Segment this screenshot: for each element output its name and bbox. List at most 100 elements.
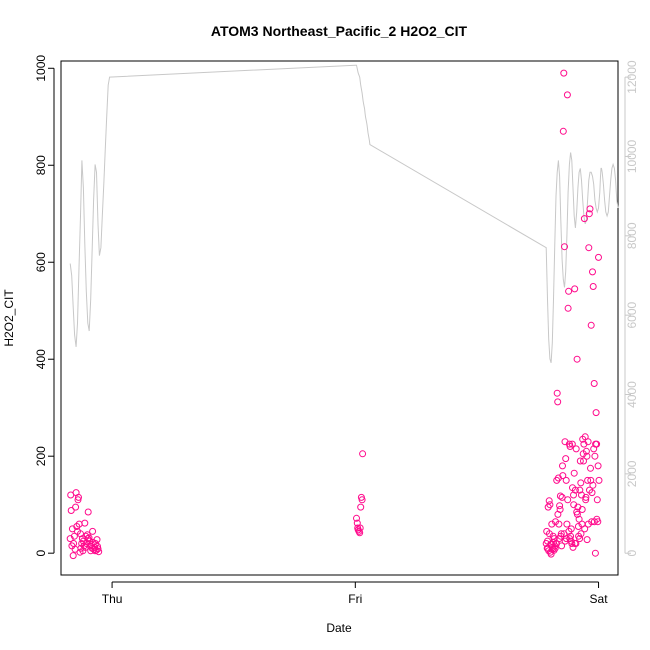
x-axis-label: Date bbox=[326, 621, 352, 635]
data-point bbox=[563, 91, 571, 99]
data-point bbox=[559, 127, 567, 135]
data-point bbox=[554, 398, 562, 406]
data-point bbox=[568, 540, 576, 547]
chart-title: ATOM3 Northeast_Pacific_2 H2O2_CIT bbox=[211, 23, 468, 39]
data-point bbox=[568, 440, 576, 448]
left-tick-label: 0 bbox=[34, 550, 48, 557]
data-point bbox=[85, 534, 93, 542]
left-tick-label: 400 bbox=[34, 349, 48, 369]
data-point bbox=[547, 541, 555, 548]
x-axis: Thu Fri Sat bbox=[102, 581, 609, 606]
x-tick-label: Sat bbox=[590, 592, 609, 606]
data-point bbox=[95, 548, 103, 556]
data-point bbox=[584, 520, 592, 528]
data-point bbox=[583, 536, 591, 544]
data-point bbox=[578, 506, 586, 513]
data-point bbox=[552, 518, 559, 526]
data-point bbox=[89, 527, 97, 535]
data-point bbox=[559, 472, 567, 480]
left-tick-label: 600 bbox=[34, 252, 48, 272]
data-point bbox=[589, 283, 597, 290]
data-point bbox=[75, 493, 82, 501]
data-point bbox=[558, 542, 566, 550]
data-point bbox=[553, 389, 561, 397]
data-point bbox=[73, 523, 81, 530]
data-point bbox=[72, 503, 80, 511]
data-point bbox=[94, 545, 102, 553]
data-point bbox=[573, 510, 581, 518]
data-point bbox=[594, 462, 602, 470]
data-point bbox=[359, 450, 367, 458]
data-point bbox=[356, 529, 364, 537]
right-tick-label: 4000 bbox=[625, 381, 639, 408]
data-point bbox=[567, 525, 575, 533]
data-point bbox=[550, 535, 558, 543]
data-point bbox=[545, 530, 553, 538]
data-point bbox=[592, 440, 600, 448]
right-tick-label: 0 bbox=[625, 550, 639, 557]
data-point bbox=[555, 535, 563, 543]
data-point bbox=[582, 496, 590, 504]
data-point bbox=[353, 514, 360, 522]
data-point bbox=[554, 510, 562, 518]
data-point bbox=[572, 445, 580, 453]
data-point bbox=[588, 489, 596, 497]
left-tick-label: 200 bbox=[34, 446, 48, 466]
data-point bbox=[559, 462, 566, 470]
data-point bbox=[575, 532, 583, 540]
data-point bbox=[564, 496, 572, 504]
data-point bbox=[70, 532, 78, 540]
data-point bbox=[81, 519, 89, 527]
h2o2-point-series bbox=[66, 69, 603, 560]
right-y-axis: 0 2000 4000 6000 8000 10000 12000 bbox=[624, 60, 639, 557]
data-point bbox=[577, 530, 585, 538]
data-point bbox=[356, 524, 364, 532]
data-point bbox=[587, 321, 595, 329]
data-point bbox=[562, 535, 570, 543]
x-tick-label: Fri bbox=[348, 592, 362, 606]
data-point bbox=[562, 476, 570, 484]
data-point bbox=[357, 503, 365, 511]
data-point bbox=[563, 520, 571, 528]
data-point bbox=[86, 537, 94, 545]
data-point bbox=[566, 443, 574, 450]
data-point bbox=[580, 457, 587, 465]
data-point bbox=[69, 552, 77, 560]
data-point bbox=[551, 544, 559, 552]
data-point bbox=[583, 452, 591, 460]
data-point bbox=[587, 476, 595, 484]
data-point bbox=[93, 536, 101, 544]
data-point bbox=[593, 515, 601, 523]
left-tick-label: 1000 bbox=[34, 55, 48, 82]
right-tick-label: 8000 bbox=[625, 222, 639, 249]
data-point bbox=[591, 452, 599, 460]
right-tick-label: 12000 bbox=[625, 60, 639, 94]
data-point bbox=[569, 484, 576, 492]
left-tick-label: 800 bbox=[34, 155, 48, 175]
right-tick-label: 2000 bbox=[625, 460, 639, 487]
data-point bbox=[358, 496, 366, 504]
data-point bbox=[576, 457, 584, 465]
altitude-line bbox=[69, 64, 619, 363]
data-point bbox=[574, 523, 582, 530]
data-point bbox=[570, 501, 578, 509]
data-point bbox=[548, 520, 556, 528]
data-point bbox=[560, 69, 568, 77]
data-point bbox=[595, 476, 603, 484]
data-point bbox=[565, 287, 573, 295]
data-point bbox=[553, 476, 561, 484]
data-point bbox=[558, 493, 566, 501]
data-point bbox=[542, 540, 550, 547]
data-point bbox=[591, 549, 599, 557]
plot-frame bbox=[60, 60, 619, 576]
data-point bbox=[544, 503, 552, 511]
data-point bbox=[571, 285, 579, 293]
data-point bbox=[590, 380, 598, 387]
data-point bbox=[582, 447, 590, 455]
data-point bbox=[593, 496, 601, 504]
data-point bbox=[585, 244, 593, 252]
data-point bbox=[561, 243, 568, 251]
data-point bbox=[585, 210, 593, 218]
data-point bbox=[571, 540, 579, 547]
